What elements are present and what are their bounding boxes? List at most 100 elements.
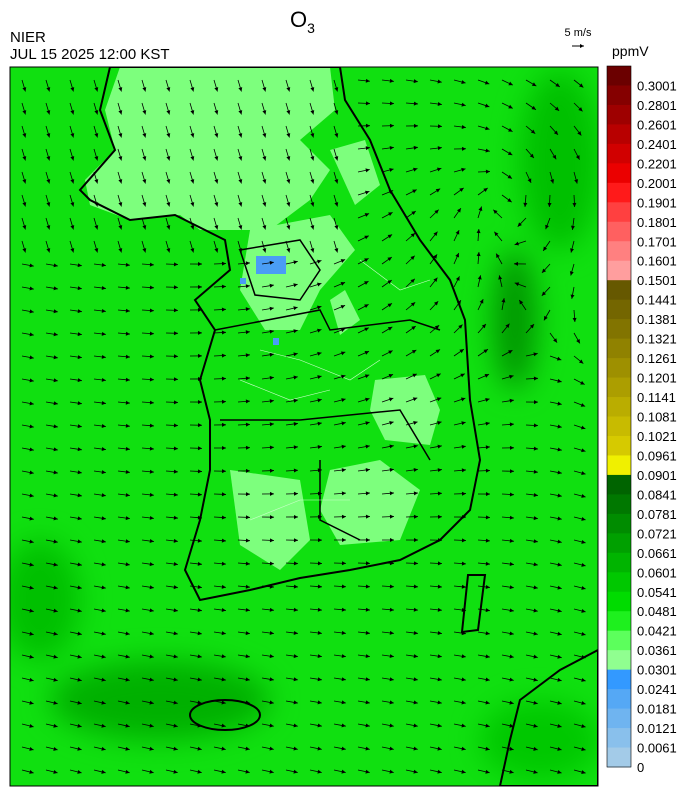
wind-arrow-head [269,399,274,404]
colorbar-label: 0.0841 [637,487,677,502]
wind-arrow-head [458,324,463,329]
wind-arrow-head [149,608,154,613]
wind-arrow-head [413,769,418,774]
wind-arrow-head [434,301,439,306]
wind-arrow-head [269,468,274,473]
wind-arrow-head [581,516,586,521]
wind-arrow-head [530,129,536,134]
wind-arrow-head [581,678,586,682]
wind-arrow-head [238,202,243,207]
wind-arrow-head [317,723,322,728]
wind-arrow-head [436,167,442,172]
wind-arrow-head [437,538,442,543]
wind-arrow-head [142,202,147,207]
wind-arrow-head [557,493,562,498]
wind-arrow-head [508,81,513,86]
wind-arrow-head [572,317,577,322]
wind-arrow-head [388,350,393,355]
wind-arrow-head [149,539,154,544]
wind-arrow-head [293,746,298,751]
wind-arrow-head [29,677,34,682]
wind-arrow-head [101,677,106,682]
wind-arrow-head [53,539,58,544]
wind-arrow-head [413,123,418,128]
wind-arrow-head [77,470,82,475]
wind-arrow-head [310,156,315,161]
wind-arrow-head [53,585,58,590]
wind-arrow-head [94,202,99,207]
wind-arrow-head [436,397,442,402]
wind-arrow-head [365,654,370,659]
wind-arrow-head [341,746,346,751]
wind-arrow-head [269,306,274,311]
wind-arrow-head [581,562,586,567]
wind-arrow-head [118,225,123,230]
wind-arrow-head [334,248,339,253]
wind-arrow-head [197,654,202,659]
wind-arrow-head [190,87,195,92]
wind-arrow-head [29,332,34,337]
wind-arrow-head [310,179,315,184]
wind-arrow-head [509,746,514,751]
colorbar-label: 0.0961 [637,448,677,463]
wind-arrow-head [437,769,442,774]
wind-arrow-head [214,225,219,230]
wind-arrow-head [221,469,226,474]
wind-arrow-head [77,562,82,567]
wind-arrow-head [509,422,514,427]
wind-arrow-head [531,105,536,110]
wind-arrow-head [437,723,442,728]
wind-arrow-head [53,631,58,636]
wind-arrow-head [317,444,322,449]
colorbar-label: 0.0121 [637,721,677,736]
wind-arrow-head [437,561,442,566]
colorbar-swatch [607,319,631,340]
wind-arrow-head [476,229,481,234]
wind-arrow-head [485,445,490,450]
wind-arrow-head [293,283,298,288]
colorbar-label: 0.1381 [637,312,677,327]
wind-arrow-head [413,561,418,566]
wind-arrow-head [262,87,267,92]
wind-arrow-head [94,110,99,115]
wind-arrow-head [317,375,322,380]
wind-arrow-head [461,80,466,84]
wind-arrow-head [461,631,466,636]
wind-arrow-head [190,110,195,115]
colorbar-swatch [607,533,631,554]
wind-arrow-head [364,281,369,285]
wind-arrow-head [389,168,394,172]
wind-arrow-head [29,539,34,544]
wind-arrow-head [29,516,34,521]
wind-arrow-head [125,516,130,521]
wind-arrow-head [173,262,178,267]
wind-arrow-head [509,677,514,682]
wind-arrow-head [197,677,202,682]
colorbar-swatch [607,435,631,456]
wind-arrow-head [293,654,298,659]
wind-arrow-head [570,294,575,299]
wind-arrow-head [53,355,58,360]
wind-arrow-head [101,354,106,359]
wind-arrow-head [317,769,322,774]
wind-arrow-head [579,83,584,88]
wind-arrow-head [70,202,75,207]
wind-arrow-head [461,421,466,426]
wind-arrow-head [310,202,315,207]
wind-arrow-head [437,102,442,106]
wind-arrow-head [245,330,250,335]
wind-arrow-head [125,723,130,728]
wind-arrow-head [269,584,274,589]
wind-arrow-head [77,746,82,751]
wind-arrow-head [173,608,178,613]
wind-arrow-head [509,445,514,450]
wind-arrow-head [461,491,466,496]
wind-arrow-head [461,167,466,172]
wind-arrow-head [523,202,528,207]
wind-arrow-head [557,378,562,383]
wind-arrow-head [461,584,466,589]
colorbar-label: 0.1601 [637,254,677,269]
wind-arrow-head [437,631,442,636]
wind-arrow-head [557,631,562,636]
